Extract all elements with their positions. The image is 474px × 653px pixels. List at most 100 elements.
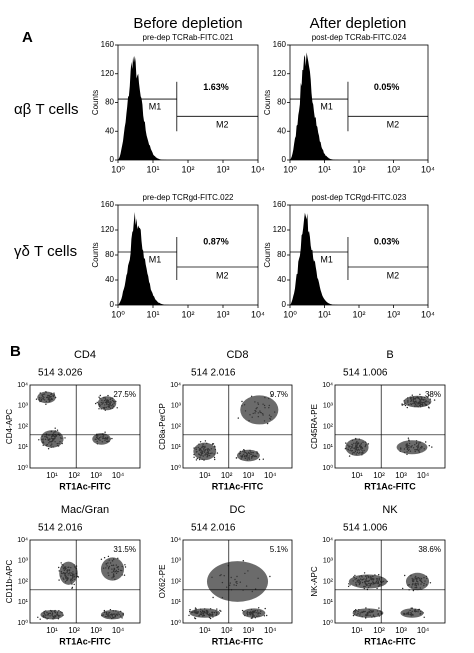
y-tick-label: 10¹ [18, 444, 29, 451]
x-tick-label: 10¹ [199, 626, 211, 635]
y-tick-label: 40 [105, 275, 114, 284]
x-tick-label: 10² [181, 309, 194, 319]
row-label: γδ T cells [14, 243, 77, 260]
x-tick-label: 10² [352, 309, 365, 319]
y-tick-label: 10³ [18, 558, 29, 565]
event-cluster [59, 561, 78, 585]
event-dot [411, 394, 413, 396]
x-tick-label: 10³ [243, 471, 255, 480]
gate-label: M2 [216, 270, 229, 280]
event-dot [429, 582, 432, 584]
x-tick-label: 10⁴ [251, 164, 265, 174]
x-tick-label: 10² [373, 626, 385, 635]
event-dot [266, 614, 268, 617]
y-tick-label: 120 [273, 225, 287, 234]
event-dot [107, 394, 109, 397]
plot-title: post-dep TCRgd-FITC.023 [312, 193, 407, 202]
event-dot [53, 392, 55, 394]
y-tick-label: 80 [105, 250, 114, 259]
percent-label: 5.1% [270, 545, 288, 554]
y-tick-label: 10³ [323, 403, 334, 410]
event-dot [39, 618, 41, 620]
x-tick-label: 10¹ [146, 164, 159, 174]
event-dot [121, 617, 123, 619]
x-axis-label: RT1Ac-FITC [364, 636, 416, 646]
x-tick-label: 10⁴ [421, 309, 435, 319]
x-tick-label: 10³ [216, 164, 229, 174]
plot-frame [182, 384, 293, 469]
event-dot [124, 564, 126, 566]
event-dot [347, 585, 350, 588]
y-tick-label: 10² [171, 423, 182, 430]
event-dot [209, 617, 212, 620]
event-dot [60, 562, 62, 564]
event-dot [241, 400, 243, 403]
gate-label: M1 [320, 254, 333, 264]
x-axis-label: RT1Ac-FITC [59, 636, 111, 646]
event-dot [404, 574, 406, 577]
y-axis-label: NK-APC [310, 566, 319, 596]
percent-label: 0.05% [374, 82, 400, 92]
y-tick-label: 10² [18, 578, 29, 585]
event-dot [219, 609, 221, 612]
x-tick-label: 10² [221, 471, 233, 480]
event-dot [431, 446, 433, 448]
x-tick-label: 10¹ [146, 309, 159, 319]
x-tick-label: 10⁴ [264, 626, 277, 635]
event-dot [109, 609, 112, 611]
event-dot [404, 404, 407, 407]
event-cluster [403, 395, 432, 408]
event-dot [45, 403, 47, 405]
event-cluster [37, 391, 56, 404]
y-tick-label: 120 [101, 225, 115, 234]
y-tick-label: 10⁴ [17, 537, 28, 544]
plot-header: 514 3.026 [38, 368, 83, 379]
plot-header: 514 2.016 [191, 368, 236, 379]
event-dot [64, 437, 66, 439]
x-tick-label: 10³ [395, 626, 407, 635]
event-dot [348, 583, 350, 585]
y-tick-label: 80 [277, 98, 286, 107]
x-tick-label: 10² [352, 164, 365, 174]
y-tick-label: 10⁴ [17, 382, 28, 389]
x-tick-label: 10³ [387, 164, 400, 174]
y-tick-label: 40 [105, 126, 114, 135]
plot-title: post-dep TCRab-FITC.024 [312, 33, 407, 42]
event-dot [214, 458, 216, 461]
event-dot [363, 572, 366, 574]
event-cluster [189, 608, 221, 618]
x-tick-label: 10³ [90, 471, 102, 480]
y-axis-label: CD4-APC [5, 409, 14, 444]
y-tick-label: 10⁰ [170, 619, 181, 627]
event-cluster [40, 430, 64, 448]
event-cluster [345, 438, 369, 456]
plot-header: 514 1.006 [343, 523, 388, 534]
plot-title: NK [382, 504, 398, 516]
x-axis-label: RT1Ac-FITC [212, 636, 264, 646]
event-cluster [100, 557, 125, 581]
plot-header: 514 1.006 [343, 368, 388, 379]
plot-frame [29, 539, 141, 624]
event-dot [195, 459, 198, 461]
event-dot [104, 431, 106, 433]
event-dot [367, 443, 370, 445]
event-dot [95, 402, 97, 405]
event-cluster [206, 561, 269, 602]
histogram [290, 212, 353, 305]
y-tick-label: 10² [323, 423, 334, 430]
plot-header: 514 2.016 [38, 523, 83, 534]
event-dot [47, 448, 50, 450]
y-tick-label: 10⁰ [17, 464, 28, 472]
plot-title: DC [230, 504, 246, 516]
event-dot [98, 396, 100, 398]
event-dot [378, 607, 380, 609]
event-dot [258, 458, 261, 461]
gate-label: M1 [320, 101, 333, 111]
plot-frame [334, 539, 446, 624]
plot-frame [334, 384, 446, 469]
percent-label: 1.63% [203, 82, 229, 92]
event-dot [423, 616, 425, 618]
event-dot [428, 394, 430, 396]
event-cluster [97, 396, 117, 411]
plot-title: Mac/Gran [61, 504, 109, 516]
